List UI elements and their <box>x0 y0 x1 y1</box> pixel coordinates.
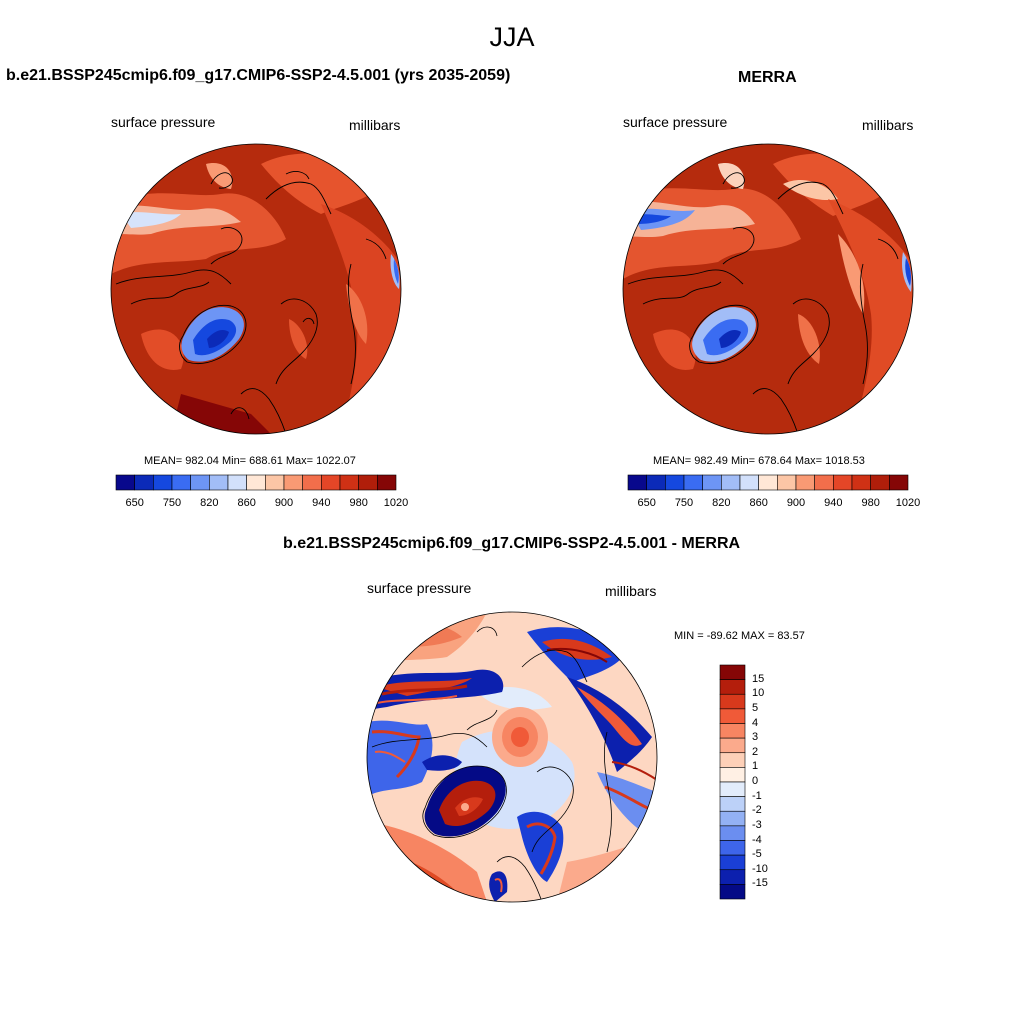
colorbar-swatch <box>339 474 359 491</box>
colorbar-swatch <box>719 869 746 885</box>
colorbar-swatch <box>358 474 378 491</box>
panel-merra-variable: surface pressure <box>623 114 728 130</box>
colorbar-tick-label: 0 <box>752 775 759 787</box>
colorbar-swatch <box>814 474 834 491</box>
diff-stats: MIN = -89.62 MAX = 83.57 <box>674 630 805 642</box>
colorbar-swatch <box>719 664 746 680</box>
colorbar-swatch <box>377 474 397 491</box>
panel-merra-units: millibars <box>862 117 914 133</box>
panel-model-units: millibars <box>349 117 401 133</box>
colorbar-swatch <box>115 474 135 491</box>
colorbar-swatch <box>283 474 303 491</box>
colorbar-tick-label: 750 <box>162 497 182 509</box>
colorbar-swatch <box>719 796 746 812</box>
colorbar-swatch <box>627 474 647 491</box>
colorbar-swatch <box>665 474 685 491</box>
colorbar-tick-label: 3 <box>752 731 759 744</box>
colorbar-tick-label: -2 <box>752 804 762 817</box>
colorbar-swatch <box>246 474 266 491</box>
colorbar-swatch <box>153 474 173 491</box>
colorbar-swatch <box>719 854 746 871</box>
panel-model-stats: MEAN= 982.04 Min= 688.61 Max= 1022.07 <box>144 455 356 467</box>
colorbar-swatch <box>719 752 746 768</box>
colorbar-swatch <box>190 474 210 491</box>
colorbar-tick-label: -5 <box>752 848 762 861</box>
colorbar-swatch <box>739 474 759 491</box>
colorbar-tick-label: 900 <box>786 497 806 509</box>
colorbar-swatch <box>721 474 741 491</box>
colorbar-tick-label: 10 <box>752 687 765 700</box>
colorbar-swatch <box>719 840 746 856</box>
colorbar-swatch <box>719 884 746 900</box>
colorbar-swatch <box>719 708 746 724</box>
colorbar-tick-label: -1 <box>752 789 762 802</box>
colorbar-tick-label: 750 <box>674 497 694 509</box>
colorbar-swatch <box>870 474 890 491</box>
colorbar-swatch <box>719 781 746 797</box>
diff-map <box>366 611 658 903</box>
panel-model-variable: surface pressure <box>111 114 216 130</box>
colorbar-swatch <box>209 474 229 491</box>
colorbar-tick-label: 1020 <box>895 497 921 509</box>
colorbar-tick-label: 650 <box>637 497 656 509</box>
colorbar-tick-label: 650 <box>125 497 144 509</box>
colorbar-tick-label: 820 <box>200 497 219 509</box>
panel-merra-map <box>622 143 914 435</box>
colorbar-tick-label: 820 <box>712 497 731 509</box>
panel-merra-colorbar <box>627 474 909 491</box>
colorbar-tick-label: 860 <box>749 497 768 509</box>
colorbar-swatch <box>833 474 853 491</box>
colorbar-tick-label: -4 <box>752 833 762 846</box>
colorbar-swatch <box>719 737 746 754</box>
colorbar-tick-label: 980 <box>861 497 880 509</box>
colorbar-tick-label: 940 <box>312 497 331 509</box>
colorbar-swatch <box>302 474 322 491</box>
colorbar-tick-label: 5 <box>752 701 759 714</box>
colorbar-tick-label: 15 <box>752 672 765 685</box>
colorbar-tick-label: -10 <box>752 862 768 875</box>
colorbar-swatch <box>719 693 746 710</box>
colorbar-swatch <box>719 723 746 739</box>
colorbar-swatch <box>683 474 703 491</box>
colorbar-swatch <box>889 474 909 491</box>
colorbar-tick-label: -3 <box>752 818 762 831</box>
colorbar-swatch <box>795 474 815 491</box>
panel-model-colorbar <box>115 474 397 491</box>
panel-merra-stats: MEAN= 982.49 Min= 678.64 Max= 1018.53 <box>653 455 865 467</box>
colorbar-swatch <box>646 474 666 491</box>
colorbar-swatch <box>777 474 797 491</box>
panel-model-title: b.e21.BSSP245cmip6.f09_g17.CMIP6-SSP2-4.… <box>6 67 511 84</box>
diff-title: b.e21.BSSP245cmip6.f09_g17.CMIP6-SSP2-4.… <box>283 535 741 552</box>
diff-variable: surface pressure <box>367 580 472 596</box>
colorbar-swatch <box>851 474 871 491</box>
colorbar-swatch <box>321 474 341 491</box>
colorbar-tick-label: 2 <box>752 745 759 758</box>
colorbar-tick-label: 1 <box>752 760 759 773</box>
colorbar-swatch <box>719 767 746 783</box>
colorbar-tick-label: 1020 <box>383 497 409 509</box>
figure-title: JJA <box>489 22 535 52</box>
diff-units: millibars <box>605 583 657 599</box>
colorbar-swatch <box>719 825 746 841</box>
colorbar-swatch <box>719 679 746 695</box>
colorbar-swatch <box>171 474 191 491</box>
colorbar-swatch <box>265 474 285 491</box>
colorbar-tick-label: 900 <box>274 497 294 509</box>
colorbar-tick-label: 940 <box>824 497 843 509</box>
diff-colorbar <box>719 664 746 900</box>
colorbar-swatch <box>758 474 778 491</box>
panel-model-map <box>110 143 402 435</box>
colorbar-swatch <box>702 474 722 491</box>
colorbar-swatch <box>227 474 247 491</box>
colorbar-swatch <box>134 474 154 491</box>
colorbar-tick-label: 860 <box>237 497 256 509</box>
panel-merra-title: MERRA <box>738 69 797 86</box>
colorbar-tick-label: 980 <box>349 497 368 509</box>
colorbar-tick-label: 4 <box>752 716 759 729</box>
colorbar-swatch <box>719 810 746 827</box>
colorbar-tick-label: -15 <box>752 877 768 890</box>
